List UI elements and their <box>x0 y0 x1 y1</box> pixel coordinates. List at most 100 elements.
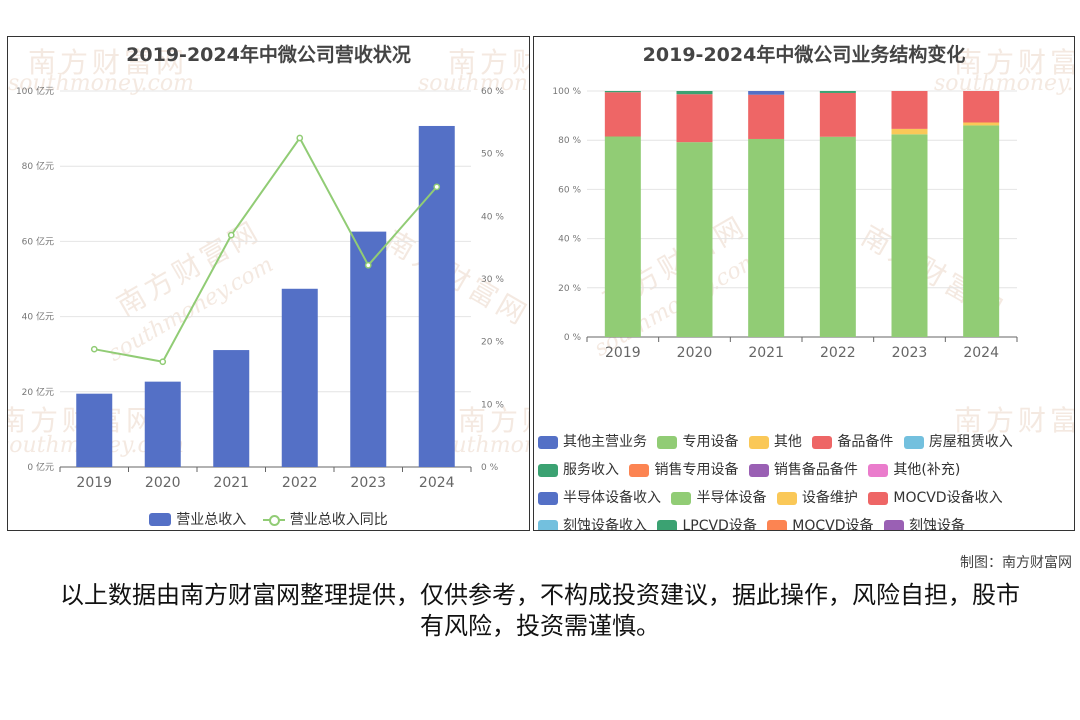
legend-item[interactable]: 刻蚀设备收入 <box>538 514 647 531</box>
legend-label: 服务收入 <box>563 462 619 478</box>
legend-swatch <box>538 436 558 449</box>
chart-title: 2019-2024年中微公司业务结构变化 <box>642 44 966 66</box>
stacked-bar-segment <box>748 91 785 95</box>
legend-label: 半导体设备收入 <box>563 490 661 506</box>
stacked-bar-segment <box>604 91 641 93</box>
x-tick-label: 2019 <box>605 345 641 361</box>
legend-swatch <box>748 464 769 477</box>
chart-title: 2019-2024年中微公司营收状况 <box>126 44 411 66</box>
disclaimer-text: 以上数据由南方财富网整理提供，仅供参考，不构成投资建议，据此操作，风险自担，股市… <box>60 581 1020 640</box>
legend-swatch <box>149 512 172 526</box>
y-tick-label: 60 % <box>558 185 581 195</box>
stacked-bar-segment <box>748 138 785 337</box>
legend-item[interactable]: 专用设备 <box>657 430 738 455</box>
legend-item[interactable]: 半导体设备收入 <box>538 486 661 511</box>
stacked-bar-segment <box>819 91 856 93</box>
y-left-tick-label: 80 亿元 <box>22 160 54 172</box>
legend-item[interactable]: 房屋租赁收入 <box>903 430 1013 455</box>
legend-swatch <box>538 492 558 505</box>
legend-swatch <box>538 464 558 477</box>
x-tick-label: 2022 <box>820 345 856 361</box>
legend-swatch <box>776 492 797 505</box>
y-tick-label: 0 % <box>564 333 582 343</box>
legend-label: 营业总收入同比 <box>289 512 388 528</box>
x-tick-label: 2024 <box>963 345 999 361</box>
legend-label: 专用设备 <box>682 434 739 450</box>
business-structure-plot: 0 % 20 % 40 % 60 % 80 % 100 % 2019 2020 2021 2022… <box>552 87 1018 361</box>
legend-item[interactable]: 销售备品备件 <box>748 458 858 483</box>
y-left-tick-label: 60 亿元 <box>22 235 54 247</box>
legend-label: 营业总收入 <box>176 512 247 528</box>
legend-label: 刻蚀设备收入 <box>563 518 647 531</box>
legend-label: 房屋租赁收入 <box>928 434 1013 450</box>
yoy-point <box>159 358 167 366</box>
y-tick-label: 40 % <box>558 235 581 245</box>
y-right-tick-label: 50 % <box>481 150 504 160</box>
stacked-bar-segment <box>819 92 856 137</box>
bar <box>144 381 181 467</box>
legend-item[interactable]: 其他主营业务 <box>538 430 647 455</box>
y-right-tick-label: 0 % <box>481 463 499 473</box>
legend-item[interactable]: 其他 <box>748 430 802 455</box>
stacked-bar-segment <box>891 91 928 129</box>
stacked-bar-segment <box>676 91 713 95</box>
y-right-tick-label: 30 % <box>481 275 504 285</box>
legend-item[interactable]: 备品备件 <box>812 430 893 455</box>
revenue-chart-panel: 南方财富网 southmoney.com 南方财富网 southmoney.co… <box>7 36 530 531</box>
y-left-tick-label: 40 亿元 <box>22 311 54 323</box>
bar <box>350 231 387 467</box>
legend-label: 备品备件 <box>837 434 894 450</box>
y-left-tick-label: 20 亿元 <box>22 386 54 398</box>
legend-item[interactable]: 销售专用设备 <box>629 458 738 483</box>
stacked-bar-segment <box>676 142 713 337</box>
legend-item[interactable]: MOCVD设备收入 <box>868 486 1003 511</box>
bar <box>76 393 113 467</box>
chart-legend: 营业总收入 营业总收入同比 <box>8 509 529 530</box>
bar <box>213 350 250 467</box>
legend-label: LPCVD设备 <box>682 518 757 531</box>
stacked-bar-segment <box>819 136 856 337</box>
legend-label: 半导体设备 <box>696 490 767 506</box>
legend-label: 销售备品备件 <box>773 462 858 478</box>
business-structure-chart-panel: 南方财富网 southmoney.com 南方财富网 southmoney.co… <box>533 36 1075 531</box>
legend-item[interactable]: 服务收入 <box>538 458 619 483</box>
x-tick-label: 2023 <box>892 345 928 361</box>
stacked-bar-segment <box>748 94 785 139</box>
legend-label: MOCVD设备 <box>792 518 874 531</box>
legend-label: 销售专用设备 <box>654 462 739 478</box>
yoy-point <box>433 183 441 191</box>
revenue-chart-plot: 0 亿元 20 亿元 40 亿元 60 亿元 80 亿元 100 亿元 0 % 10 % 20 … <box>16 85 504 491</box>
y-tick-label: 100 % <box>552 87 581 97</box>
legend-item[interactable]: LPCVD设备 <box>657 514 757 531</box>
legend-label: MOCVD设备收入 <box>893 490 1003 506</box>
legend-item[interactable]: 设备维护 <box>776 486 858 511</box>
yoy-point <box>227 231 235 239</box>
legend-swatch <box>262 513 285 526</box>
legend-item[interactable]: 刻蚀设备 <box>883 514 965 530</box>
legend-swatch <box>812 436 833 449</box>
x-tick-label: 2022 <box>282 475 318 491</box>
yoy-point <box>296 134 304 142</box>
stacked-bar-segment <box>963 91 1000 123</box>
stacked-bar-segment <box>676 94 713 143</box>
legend-item[interactable]: 其他(补充) <box>868 458 960 483</box>
legend-item[interactable]: MOCVD设备 <box>767 514 874 531</box>
x-tick-label: 2021 <box>748 345 784 361</box>
x-tick-label: 2020 <box>677 345 713 361</box>
y-left-tick-label: 100 亿元 <box>16 85 54 97</box>
chart-credit: 制图：南方财富网 <box>960 555 1072 571</box>
legend-swatch <box>538 520 558 530</box>
x-tick-label: 2019 <box>76 475 112 491</box>
legend-swatch <box>868 492 889 505</box>
legend-label: 其他主营业务 <box>563 434 647 450</box>
legend-item-revenue[interactable]: 营业总收入 <box>149 509 246 529</box>
x-tick-label: 2024 <box>419 475 455 491</box>
y-right-tick-label: 10 % <box>481 400 504 410</box>
stacked-bar-segment <box>891 134 928 337</box>
y-right-tick-label: 60 % <box>481 87 504 97</box>
legend-swatch <box>748 436 769 449</box>
legend-label: 其他(补充) <box>893 462 961 478</box>
legend-swatch <box>767 520 788 530</box>
legend-item-yoy[interactable]: 营业总收入同比 <box>262 509 388 529</box>
legend-item[interactable]: 半导体设备 <box>671 486 766 511</box>
